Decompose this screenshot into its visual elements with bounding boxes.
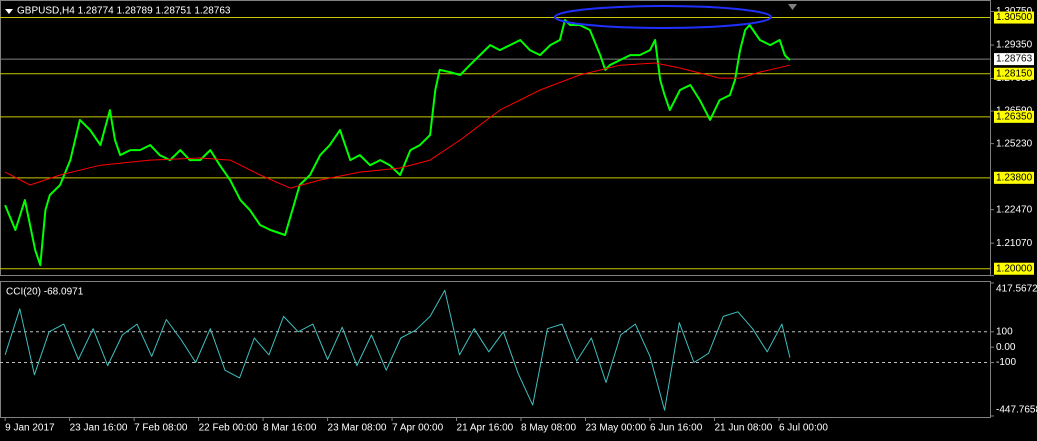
- panel-title: CCI(20) -68.0971: [6, 287, 84, 298]
- cci-panel-frame: [0, 281, 991, 418]
- y-tick-label: -447.7658: [996, 405, 1037, 416]
- x-tick-label: 6 Jul 00:00: [779, 423, 828, 434]
- x-tick-label: 7 Feb 08:00: [134, 423, 188, 434]
- panel-title: GBPUSD,H4 1.28774 1.28789 1.28751 1.2876…: [17, 6, 231, 17]
- x-tick-label: 9 Jan 2017: [5, 423, 55, 434]
- level-label: 1.23800: [996, 172, 1033, 183]
- x-tick-label: 21 Jun 08:00: [714, 423, 772, 434]
- level-label: 1.28150: [996, 68, 1033, 79]
- level-label: 1.26350: [996, 111, 1033, 122]
- y-tick-label: 1.29350: [996, 40, 1033, 51]
- y-tick-label: 0.00: [996, 342, 1016, 353]
- last-price-label: 1.28763: [996, 54, 1033, 65]
- x-tick-label: 21 Apr 16:00: [457, 423, 514, 434]
- level-box: [994, 11, 1034, 24]
- level-box: [994, 262, 1034, 275]
- y-tick-label: 1.21070: [996, 238, 1033, 249]
- level-box: [994, 110, 1034, 123]
- shift-marker: [788, 4, 797, 10]
- plot-layer: 1.307501.293501.279501.265901.252301.224…: [0, 6, 1037, 434]
- series-line: [4, 62, 791, 189]
- menu-arrow[interactable]: [5, 9, 13, 14]
- y-tick-label: 1.25230: [996, 138, 1033, 149]
- level-label: 1.20000: [996, 263, 1033, 274]
- level-box: [994, 67, 1034, 80]
- x-tick-label: 7 Apr 00:00: [392, 423, 444, 434]
- x-tick-label: 22 Feb 00:00: [199, 423, 258, 434]
- y-tick-label: 100: [996, 326, 1013, 337]
- x-tick-label: 8 May 08:00: [521, 423, 576, 434]
- y-tick-label: 417.5672: [996, 284, 1037, 295]
- y-tick-label: -100: [996, 357, 1016, 368]
- series-line: [4, 289, 791, 411]
- x-tick-label: 6 Jun 16:00: [650, 423, 703, 434]
- series-line: [4, 18, 791, 267]
- x-tick-label: 23 May 00:00: [585, 423, 646, 434]
- x-tick-label: 23 Jan 16:00: [70, 423, 128, 434]
- level-label: 1.30500: [996, 12, 1033, 23]
- x-tick-label: 23 Mar 08:00: [328, 423, 387, 434]
- level-box: [994, 171, 1034, 184]
- x-tick-label: 8 Mar 16:00: [263, 423, 317, 434]
- main-panel-frame: [0, 0, 991, 276]
- y-tick-label: 1.22470: [996, 204, 1033, 215]
- highlight-ellipse: [554, 5, 772, 29]
- last-price-box: [994, 53, 1034, 66]
